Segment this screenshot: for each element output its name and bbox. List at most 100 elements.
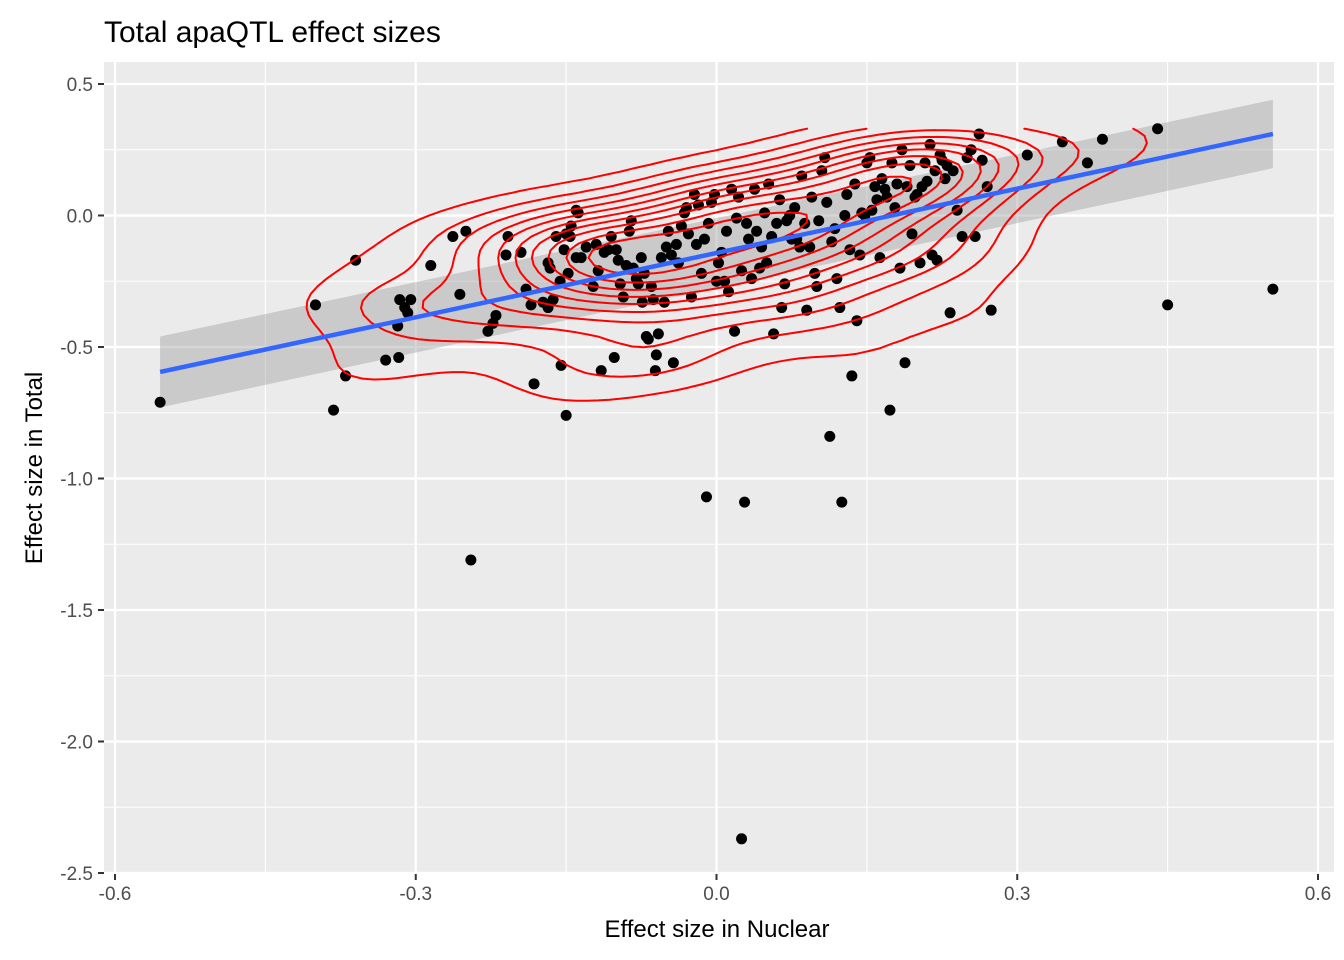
data-point	[1096, 133, 1108, 145]
data-point	[836, 496, 848, 508]
data-point	[889, 202, 901, 214]
data-point	[402, 307, 414, 319]
y-tick-label: -0.5	[60, 338, 93, 359]
data-point	[713, 257, 725, 269]
data-point	[405, 294, 417, 306]
data-point	[1267, 283, 1279, 295]
data-point	[741, 217, 753, 229]
data-point	[660, 241, 672, 253]
data-point	[595, 365, 607, 377]
data-point	[154, 396, 166, 408]
x-tick-label: 0.3	[1004, 884, 1030, 905]
data-point	[650, 349, 662, 361]
data-point	[665, 249, 677, 261]
data-point	[973, 128, 985, 140]
data-point	[771, 217, 783, 229]
data-point	[500, 249, 512, 261]
data-point	[931, 254, 943, 266]
data-point	[695, 267, 707, 279]
data-point	[602, 244, 614, 256]
data-point	[739, 496, 751, 508]
data-point	[575, 252, 587, 264]
data-point	[580, 241, 592, 253]
data-point	[670, 238, 682, 250]
data-point	[891, 178, 903, 190]
y-tick-label: -2.5	[60, 864, 93, 885]
chart-title: Total apaQTL effect sizes	[104, 16, 441, 49]
points-layer	[154, 123, 1279, 845]
data-point	[525, 299, 537, 311]
data-point	[821, 196, 833, 208]
data-point	[380, 354, 392, 366]
density-contour	[360, 127, 1080, 378]
data-point	[608, 352, 620, 364]
data-point	[652, 328, 664, 340]
data-point	[826, 236, 838, 248]
data-point	[813, 215, 825, 227]
density-contour	[547, 162, 943, 291]
data-point	[642, 333, 654, 345]
data-point	[924, 138, 936, 150]
y-tick-label: -1.0	[60, 470, 93, 491]
data-point	[751, 225, 763, 237]
data-point	[1152, 123, 1164, 135]
data-point	[956, 231, 968, 243]
data-point	[662, 225, 674, 237]
data-point	[884, 404, 896, 416]
y-tick-label: -1.5	[60, 601, 93, 622]
density-contour-layer	[305, 127, 1148, 402]
y-tick-label: 0.5	[67, 75, 93, 96]
data-point	[729, 325, 741, 337]
data-point	[393, 352, 405, 364]
data-point	[612, 254, 624, 266]
x-axis-title: Effect size in Nuclear	[605, 916, 830, 943]
data-point	[454, 288, 466, 300]
data-point	[558, 244, 570, 256]
data-point	[544, 262, 556, 274]
data-point	[636, 296, 648, 308]
regression-fit-line	[159, 131, 1274, 375]
fit-line-layer	[159, 131, 1274, 375]
data-point	[899, 357, 911, 369]
data-point	[425, 259, 437, 271]
data-point	[394, 294, 406, 306]
density-contour	[497, 142, 1000, 313]
data-point	[490, 309, 502, 321]
data-point	[447, 231, 459, 243]
data-point	[743, 233, 755, 245]
data-point	[944, 307, 956, 319]
data-point	[947, 165, 959, 177]
data-point	[846, 370, 858, 382]
y-tick-label: 0.0	[67, 207, 93, 228]
data-point	[698, 233, 710, 245]
data-point	[806, 191, 818, 203]
density-contour	[305, 127, 1148, 402]
data-point	[839, 210, 851, 221]
data-point	[1081, 157, 1093, 169]
data-point	[985, 304, 997, 316]
density-contour	[421, 129, 1044, 349]
data-point	[976, 154, 988, 166]
data-point	[560, 409, 572, 421]
data-point	[824, 430, 836, 442]
data-point	[328, 404, 340, 416]
x-axis: -0.6 -0.3 0.0 0.3 0.6	[99, 874, 1331, 905]
data-point	[700, 491, 712, 503]
data-point	[528, 378, 540, 390]
data-point	[711, 275, 722, 287]
x-tick-label: -0.3	[399, 884, 432, 905]
data-point	[841, 188, 853, 200]
data-point	[632, 278, 644, 290]
data-point	[1162, 299, 1174, 311]
data-point	[667, 357, 679, 369]
density-contour	[514, 148, 982, 305]
data-point	[482, 325, 494, 337]
data-point	[635, 252, 647, 264]
x-tick-label: 0.6	[1305, 884, 1331, 905]
data-point	[310, 299, 321, 311]
data-point	[736, 833, 748, 845]
grid-major	[104, 62, 1334, 875]
data-point	[610, 244, 622, 256]
data-point	[906, 228, 918, 240]
